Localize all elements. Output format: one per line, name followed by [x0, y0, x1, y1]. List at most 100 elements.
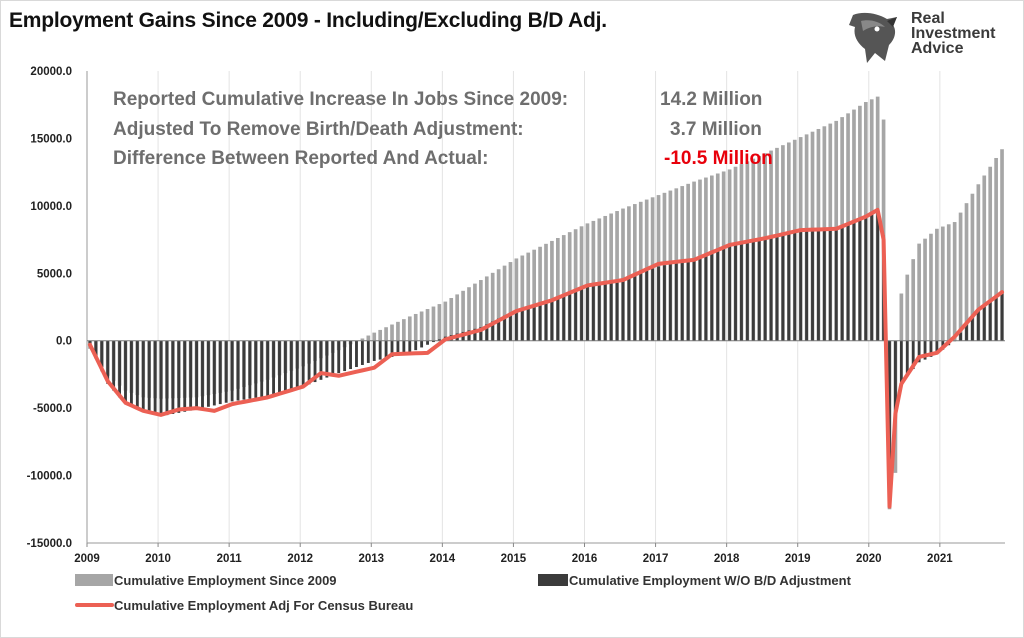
bar-without-bd [278, 340, 281, 393]
bar-without-bd [467, 330, 471, 341]
bar-without-bd [313, 340, 317, 383]
bar-without-bd [982, 303, 986, 341]
y-tick-label: 10000.0 [30, 201, 72, 213]
bar-without-bd [189, 340, 193, 411]
bar-without-bd [633, 274, 637, 341]
brand-logo: Real Investment Advice [847, 9, 1017, 65]
bar-without-bd [236, 340, 240, 401]
bar-without-bd [408, 340, 412, 353]
bar-without-bd [970, 316, 974, 341]
bar-without-bd [828, 227, 832, 341]
bar-without-bd [586, 285, 589, 341]
bar-without-bd [710, 251, 714, 341]
bar-reported [627, 206, 631, 341]
bar-reported [396, 321, 400, 341]
annotation-value: 3.7 Million [670, 119, 762, 140]
bar-reported [573, 229, 578, 341]
bar-without-bd [337, 340, 341, 374]
bar-without-bd [680, 261, 684, 341]
bar-reported [514, 258, 519, 341]
x-tick-label: 2016 [572, 553, 598, 565]
bar-without-bd [325, 340, 329, 378]
bar-without-bd [668, 263, 672, 341]
bar-without-bd [781, 233, 785, 341]
brand-name: Real Investment Advice [911, 10, 995, 57]
bar-reported [502, 265, 507, 341]
bar-without-bd [289, 340, 293, 390]
bar-without-bd [562, 295, 566, 341]
bar-without-bd [538, 303, 542, 341]
bar-without-bd [858, 217, 862, 341]
bar-without-bd [704, 253, 708, 341]
bar-without-bd [94, 340, 98, 359]
bar-reported [982, 175, 987, 341]
bar-reported [952, 222, 957, 341]
bar-without-bd [550, 300, 554, 341]
x-tick-label: 2011 [217, 553, 243, 565]
bar-without-bd [864, 215, 868, 341]
bar-reported [964, 203, 969, 341]
bar-without-bd [574, 290, 578, 341]
bar-reported [455, 294, 459, 341]
bar-reported [544, 243, 548, 341]
bar-without-bd [473, 328, 477, 341]
bar-without-bd [230, 340, 234, 402]
bar-without-bd [876, 209, 880, 341]
bar-reported [437, 304, 442, 341]
bar-without-bd [378, 340, 382, 360]
bar-reported [390, 324, 394, 341]
x-axis-ticks: 2009 2010 2011 2012 2013 2014 2015 2016 2017 2018… [74, 543, 953, 565]
bar-reported [615, 211, 619, 341]
bar-reported [940, 226, 945, 341]
bar-without-bd [526, 306, 530, 341]
bar-without-bd [935, 340, 939, 355]
y-tick-label: 20000.0 [30, 66, 72, 78]
bar-reported [905, 274, 910, 341]
bar-without-bd [420, 340, 424, 348]
bar-without-bd [905, 340, 909, 376]
bar-reported [609, 213, 613, 341]
bar-without-bd [751, 240, 755, 341]
bar-without-bd [301, 340, 305, 387]
bar-reported [520, 255, 525, 341]
legend-label-census: Cumulative Employment Adj For Census Bur… [114, 598, 413, 613]
bar-without-bd [520, 308, 524, 341]
bar-without-bd [698, 256, 702, 341]
bar-without-bd [343, 340, 347, 372]
bar-reported [407, 316, 412, 341]
chart-title: Employment Gains Since 2009 - Including/… [9, 9, 607, 32]
bar-without-bd [621, 278, 625, 341]
bar-reported [899, 293, 904, 341]
bar-without-bd [206, 340, 210, 407]
bar-without-bd [805, 228, 809, 341]
bar-reported [479, 280, 483, 341]
bar-reported [935, 228, 939, 341]
bar-without-bd [793, 230, 797, 341]
bar-without-bd [674, 262, 678, 341]
x-tick-label: 2013 [358, 553, 384, 565]
bar-without-bd [568, 292, 572, 341]
y-tick-label: -10000.0 [27, 471, 72, 483]
bar-without-bd [580, 287, 583, 341]
bar-without-bd [100, 340, 104, 372]
bar-without-bd [129, 340, 133, 407]
bar-without-bd [491, 321, 495, 341]
bar-reported [425, 309, 430, 341]
bar-reported [419, 311, 424, 341]
bar-without-bd [532, 304, 536, 341]
bar-without-bd [147, 340, 151, 414]
x-tick-label: 2012 [287, 553, 313, 565]
bar-without-bd [437, 339, 441, 341]
bar-without-bd [479, 327, 483, 341]
annotation-value: 14.2 Million [660, 89, 762, 110]
bar-reported [633, 204, 637, 341]
bar-reported [461, 290, 465, 341]
legend-swatch-without-bd [538, 574, 568, 586]
brand-line: Real [911, 10, 945, 27]
bar-without-bd [372, 340, 376, 361]
bar-without-bd [775, 235, 779, 341]
bar-without-bd [106, 340, 110, 384]
bar-without-bd [615, 279, 619, 341]
